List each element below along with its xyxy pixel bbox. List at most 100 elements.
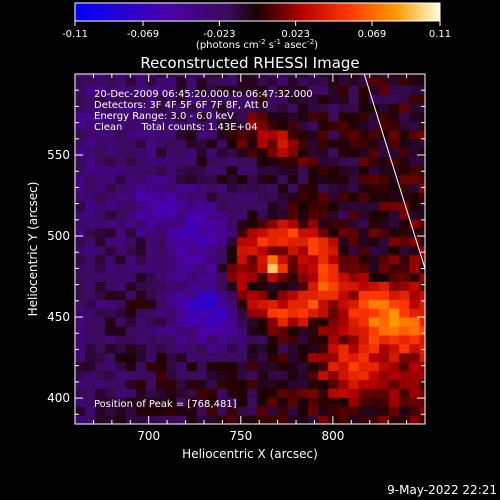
heatmap-cell (226, 290, 238, 300)
heatmap-cell (226, 361, 238, 372)
heatmap-cell (368, 156, 380, 167)
heatmap-cell (237, 254, 248, 265)
heatmap-cell (358, 227, 370, 238)
heatmap-cell (338, 103, 350, 113)
heatmap-cell (358, 415, 370, 424)
heatmap-cell (328, 272, 340, 283)
heatmap-cell (328, 76, 340, 86)
heatmap-cell (237, 103, 248, 113)
heatmap-cell (125, 85, 137, 95)
heatmap-cell (166, 76, 177, 86)
heatmap-cell (328, 415, 340, 424)
heatmap-cell (206, 290, 218, 300)
heatmap-cell (105, 129, 117, 140)
heatmap-cell (318, 317, 329, 327)
heatmap-cell (237, 245, 248, 256)
heatmap-cell (85, 245, 96, 256)
heatmap-cell (145, 201, 157, 211)
heatmap-cell (125, 254, 137, 265)
heatmap-cell (216, 174, 228, 184)
heatmap-cell (85, 254, 96, 265)
heatmap-cell (318, 174, 329, 184)
heatmap-cell (75, 415, 86, 424)
heatmap-cell (368, 192, 380, 202)
heatmap-cell (338, 147, 350, 158)
heatmap-cell (257, 85, 269, 95)
heatmap-cell (206, 103, 218, 113)
heatmap-cell (358, 290, 370, 300)
heatmap-cell (399, 192, 410, 202)
heatmap-cell (257, 388, 269, 398)
heatmap-cell (105, 272, 117, 283)
heatmap-cell (186, 129, 198, 140)
heatmap-cell (389, 183, 400, 193)
heatmap-cell (135, 183, 147, 193)
heatmap-cell (399, 352, 410, 363)
heatmap-cell (378, 227, 390, 238)
heatmap-cell (318, 397, 329, 407)
heatmap-cell (399, 76, 410, 86)
heatmap-cell (85, 415, 96, 424)
heatmap-cell (328, 343, 340, 354)
heatmap-cell (348, 415, 360, 424)
heatmap-cell (358, 174, 370, 184)
heatmap-cell (95, 343, 106, 354)
heatmap-cell (196, 76, 208, 86)
heatmap-cell (226, 263, 238, 274)
heatmap-cell (348, 352, 360, 363)
heatmap-cell (247, 165, 258, 176)
heatmap-cell (399, 281, 410, 291)
heatmap-cell (358, 156, 370, 167)
heatmap-cell (287, 85, 299, 95)
heatmap-cell (348, 94, 360, 104)
heatmap-cell (389, 263, 400, 274)
heatmap-cell (338, 290, 350, 300)
heatmap-cell (156, 174, 167, 184)
heatmap-cell (297, 74, 309, 78)
heatmap-cell (419, 379, 425, 389)
annotation-energy-range: Energy Range: 3.0 - 6.0 keV (94, 111, 234, 122)
heatmap-cell (297, 370, 309, 381)
heatmap-cell (358, 406, 370, 416)
heatmap-cell (75, 263, 86, 274)
heatmap-cell (105, 308, 117, 318)
heatmap-cell (378, 254, 390, 265)
heatmap-cell (378, 281, 390, 291)
heatmap-cell (176, 254, 188, 265)
heatmap-cell (308, 254, 319, 265)
heatmap-cell (105, 317, 117, 327)
heatmap-cell (75, 343, 86, 354)
heatmap-cell (75, 94, 86, 104)
heatmap-cell (348, 85, 360, 95)
heatmap-cell (216, 94, 228, 104)
heatmap-cell (176, 147, 188, 158)
heatmap-cell (389, 317, 400, 327)
heatmap-cell (115, 227, 127, 238)
heatmap-cell (419, 352, 425, 363)
heatmap-cell (216, 299, 228, 309)
heatmap-cell (318, 156, 329, 167)
heatmap-cell (156, 138, 167, 149)
heatmap-cell (135, 103, 147, 113)
heatmap-cell (399, 156, 410, 167)
colorbar-tick-label: 0.11 (429, 29, 451, 40)
heatmap-cell (166, 103, 177, 113)
y-axis-label: Heliocentric Y (arcsec) (26, 182, 40, 317)
heatmap-cell (186, 174, 198, 184)
heatmap-cell (145, 76, 157, 86)
heatmap-cell (145, 379, 157, 389)
heatmap-cell (368, 103, 380, 113)
heatmap-cell (399, 219, 410, 229)
heatmap-cell (257, 183, 269, 193)
heatmap-cell (277, 352, 289, 363)
heatmap-cell (399, 94, 410, 104)
heatmap-cell (348, 129, 360, 140)
heatmap-cell (105, 192, 117, 202)
heatmap-cell (226, 165, 238, 176)
heatmap-cell (135, 120, 147, 131)
heatmap-cell (226, 147, 238, 158)
heatmap-cell (328, 138, 340, 149)
heatmap-cell (358, 103, 370, 113)
heatmap-cell (176, 201, 188, 211)
heatmap-cell (358, 325, 370, 336)
